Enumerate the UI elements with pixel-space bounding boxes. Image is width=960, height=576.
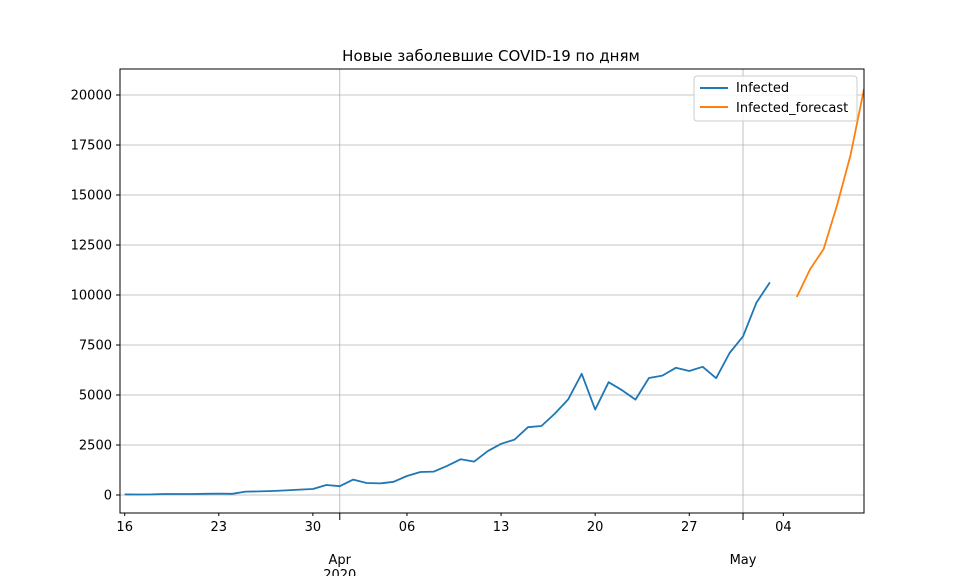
x-tick-label: 30: [305, 520, 322, 535]
y-tick-label: 17500: [71, 139, 112, 154]
legend-label-infected: Infected: [736, 81, 789, 96]
x-tick-label: 16: [116, 520, 133, 535]
x-tick-label: 27: [681, 520, 698, 535]
y-tick-label: 0: [104, 489, 112, 504]
y-tick-label: 10000: [71, 289, 112, 304]
y-tick-label: 12500: [71, 239, 112, 254]
legend: Infected Infected_forecast: [693, 75, 858, 122]
x-tick-label: 13: [493, 520, 510, 535]
chart-title: Новые заболевшие COVID-19 по дням: [342, 47, 640, 65]
legend-label-infected-forecast: Infected_forecast: [736, 101, 848, 116]
x-major-tick-label: Apr: [329, 553, 352, 568]
y-tick-label: 20000: [71, 89, 112, 104]
series-line-infected-forecast: [795, 88, 864, 298]
x-major-tick-sublabel: 2020: [323, 568, 356, 576]
y-tick-label: 15000: [71, 189, 112, 204]
x-tick-label: 20: [587, 520, 604, 535]
y-tick-label: 7500: [79, 339, 112, 354]
y-tick-label: 5000: [79, 389, 112, 404]
legend-box: [693, 75, 858, 122]
x-major-tick-label: May: [730, 553, 757, 568]
x-tick-label: 06: [399, 520, 416, 535]
series-lines: [124, 88, 864, 496]
axes: 0 2500 5000 7500 10000 12500 15000 17500 20000 16…: [71, 89, 792, 576]
x-tick-label: 04: [775, 520, 792, 535]
x-tick-label: 23: [211, 520, 228, 535]
series-line-infected: [124, 281, 771, 496]
y-tick-label: 2500: [79, 439, 112, 454]
grid-lines: [120, 69, 864, 513]
plot-area-frame: [119, 68, 865, 514]
